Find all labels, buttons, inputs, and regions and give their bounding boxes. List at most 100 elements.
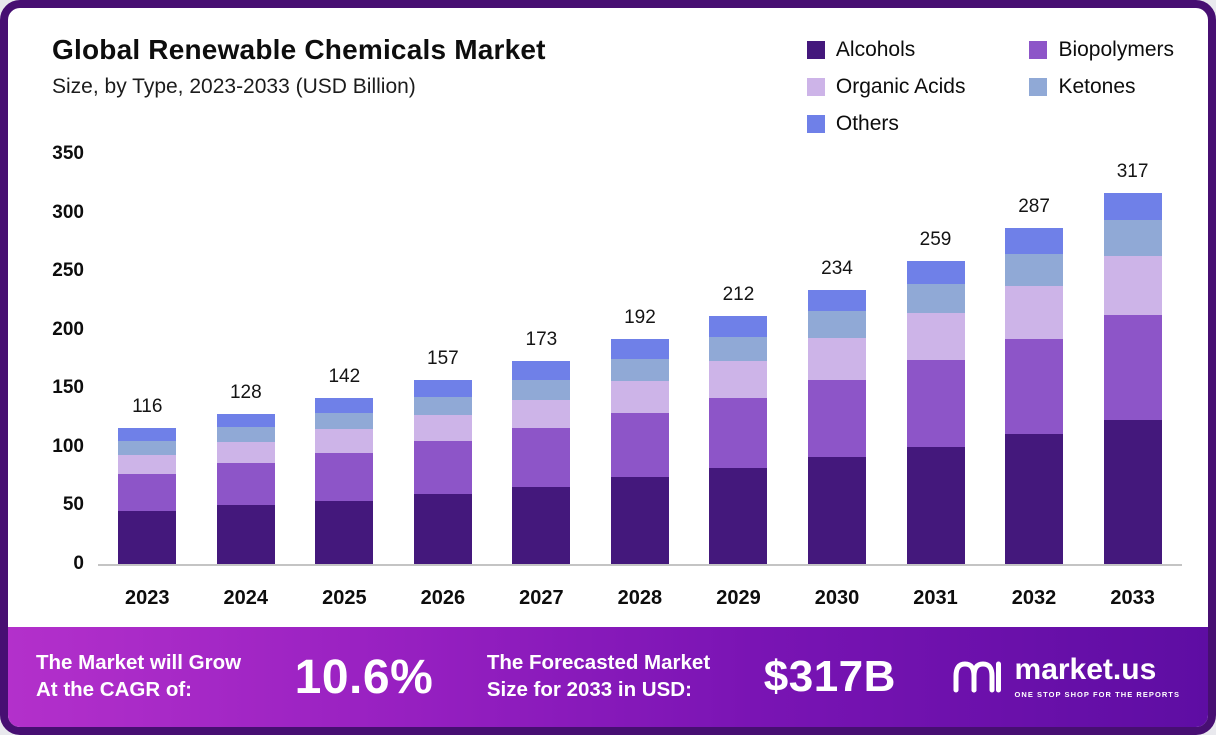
page-subtitle: Size, by Type, 2023-2033 (USD Billion) bbox=[52, 75, 416, 98]
bar-segment-alcohols bbox=[315, 500, 374, 564]
bar-segment-biopolymers bbox=[1005, 339, 1064, 434]
page-title: Global Renewable Chemicals Market bbox=[52, 34, 546, 65]
x-axis-label: 2025 bbox=[322, 587, 367, 609]
y-tick-label: 350 bbox=[52, 143, 84, 164]
bar-segment-organic-acids bbox=[807, 337, 866, 381]
brand-tagline: ONE STOP SHOP FOR THE REPORTS bbox=[1014, 690, 1180, 699]
x-axis-label: 2029 bbox=[716, 587, 761, 609]
bar-segment-alcohols bbox=[512, 486, 571, 564]
bar-segment-others bbox=[118, 428, 177, 442]
bar-segment-alcohols bbox=[807, 457, 866, 564]
bar-total-label: 128 bbox=[229, 382, 262, 404]
legend-item-others: Others bbox=[806, 112, 966, 136]
bar-segment-alcohols bbox=[118, 511, 177, 564]
bar-segment-organic-acids bbox=[1103, 255, 1162, 315]
legend-item-biopolymers: Biopolymers bbox=[1029, 38, 1174, 62]
bar-segment-others bbox=[1005, 227, 1064, 254]
cagr-label-line1: The Market will Grow bbox=[36, 651, 242, 675]
bar-segment-organic-acids bbox=[1005, 286, 1064, 340]
bar-group-2031: 259 2031 bbox=[906, 154, 965, 609]
bar-stack bbox=[610, 339, 669, 564]
bar-segment-ketones bbox=[1005, 253, 1064, 287]
bar-segment-ketones bbox=[807, 311, 866, 338]
cagr-label-line2: At the CAGR of: bbox=[36, 678, 193, 701]
legend-swatch bbox=[1029, 78, 1048, 96]
footer-banner: The Market will Grow At the CAGR of: 10.… bbox=[8, 627, 1208, 727]
bar-group-2027: 173 2027 bbox=[512, 154, 571, 609]
bar-segment-organic-acids bbox=[118, 455, 177, 474]
forecast-value: $317B bbox=[763, 652, 896, 701]
bar-stack bbox=[1005, 227, 1064, 564]
x-axis-label: 2031 bbox=[913, 587, 958, 609]
legend-item-alcohols: Alcohols bbox=[806, 38, 966, 62]
bar-segment-biopolymers bbox=[610, 412, 669, 478]
bar-segment-ketones bbox=[1103, 219, 1162, 256]
x-axis-label: 2024 bbox=[223, 587, 269, 609]
bar-segment-others bbox=[413, 380, 472, 397]
bar-segment-organic-acids bbox=[906, 313, 965, 361]
bar-segment-biopolymers bbox=[118, 473, 177, 512]
bar-segment-organic-acids bbox=[216, 442, 275, 464]
bar-total-label: 287 bbox=[1018, 195, 1050, 217]
bar-segment-alcohols bbox=[413, 493, 472, 564]
title-block: Global Renewable Chemicals Market Size, … bbox=[52, 34, 546, 99]
bar-segment-alcohols bbox=[216, 505, 275, 564]
bar-segment-others bbox=[807, 289, 866, 311]
bar-segment-ketones bbox=[709, 336, 768, 362]
bar-group-2025: 142 2025 bbox=[315, 154, 374, 609]
x-axis-label: 2033 bbox=[1110, 587, 1155, 609]
chart-header: Global Renewable Chemicals Market Size, … bbox=[8, 8, 1208, 136]
forecast-label: The Forecasted Market Size for 2033 in U… bbox=[487, 650, 710, 703]
y-axis: 0 50 100 150 200 250 300 350 bbox=[24, 143, 84, 574]
x-axis-label: 2032 bbox=[1011, 587, 1057, 609]
bar-stack bbox=[1103, 192, 1162, 564]
cagr-value: 10.6% bbox=[294, 650, 434, 704]
bar-group-2026: 157 2026 bbox=[413, 154, 472, 609]
bar-segment-others bbox=[610, 339, 669, 360]
y-tick-label: 250 bbox=[52, 260, 84, 282]
bar-stack bbox=[512, 361, 571, 564]
bar-group-2030: 234 2030 bbox=[807, 154, 866, 609]
bar-segment-ketones bbox=[118, 441, 177, 456]
bar-segment-others bbox=[216, 414, 275, 427]
bar-group-2029: 212 2029 bbox=[709, 154, 768, 609]
bar-segment-alcohols bbox=[709, 467, 768, 564]
bar-segment-ketones bbox=[512, 380, 571, 401]
bar-total-label: 259 bbox=[919, 228, 952, 250]
bar-segment-biopolymers bbox=[807, 380, 866, 458]
brand-name: market.us bbox=[1014, 653, 1157, 686]
brand-logo-icon bbox=[953, 661, 1001, 693]
bar-total-label: 192 bbox=[624, 307, 656, 329]
bar-segment-alcohols bbox=[610, 477, 669, 564]
bar-segment-organic-acids bbox=[512, 400, 571, 429]
bar-total-label: 234 bbox=[821, 257, 853, 279]
x-axis-label: 2026 bbox=[420, 587, 466, 609]
bar-segment-organic-acids bbox=[709, 361, 768, 398]
y-tick-label: 200 bbox=[52, 318, 84, 340]
bar-stack bbox=[118, 428, 177, 564]
bar-group-2023: 116 2023 bbox=[118, 154, 177, 609]
bar-segment-biopolymers bbox=[216, 463, 275, 506]
forecast-label-line2: Size for 2033 in USD: bbox=[486, 678, 692, 701]
bar-group-2024: 128 2024 bbox=[216, 154, 275, 609]
legend-item-ketones: Ketones bbox=[1029, 75, 1174, 99]
brand-logo: market.us ONE STOP SHOP FOR THE REPORTS bbox=[950, 655, 1180, 699]
x-axis-label: 2023 bbox=[125, 587, 170, 609]
forecast-label-line1: The Forecasted Market bbox=[486, 651, 711, 675]
legend-item-organic-acids: Organic Acids bbox=[806, 75, 965, 99]
legend-label: Others bbox=[835, 112, 899, 135]
y-tick-label: 150 bbox=[52, 377, 84, 399]
legend-label: Ketones bbox=[1058, 75, 1136, 98]
bar-segment-organic-acids bbox=[315, 429, 374, 453]
cagr-label: The Market will Grow At the CAGR of: bbox=[36, 650, 241, 703]
bar-segment-biopolymers bbox=[709, 397, 768, 468]
bar-segment-others bbox=[1103, 192, 1162, 220]
bar-segment-organic-acids bbox=[610, 381, 669, 413]
bar-segment-biopolymers bbox=[906, 360, 965, 447]
legend-label: Biopolymers bbox=[1058, 38, 1174, 61]
bar-segment-others bbox=[512, 361, 571, 381]
bar-stack bbox=[315, 397, 374, 564]
bar-stack bbox=[216, 414, 275, 564]
bar-segment-ketones bbox=[906, 284, 965, 314]
